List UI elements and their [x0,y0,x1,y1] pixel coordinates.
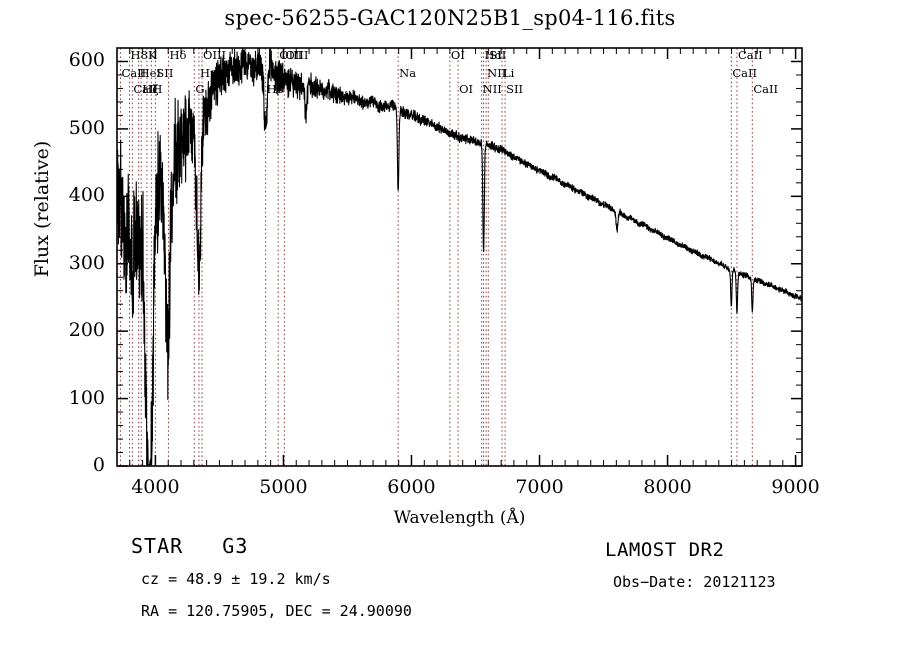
spectral-class: G3 [222,534,249,558]
x-tick-label: 7000 [515,476,564,498]
line-label-hζ: Hζ [142,82,159,96]
line-label-hγ: Hγ [199,66,217,80]
y-tick-label: 300 [68,251,105,274]
line-label-caii: CaII [732,66,758,80]
line-label-nii: NII [487,66,507,80]
axis-frame [116,47,803,467]
line-label-nii: NII [482,82,502,96]
line-label-k: K [147,48,157,62]
spectrum-trace [116,47,803,466]
line-label-h: H [152,82,163,96]
line-label-h8: H8 [130,48,148,62]
line-label-caii: CaII [121,66,147,80]
x-tick-label: 8000 [643,476,692,498]
line-label-li: Li [503,66,515,80]
footer-cz: cz = 48.9 ± 19.2 km/s [141,570,331,588]
line-label-caii: CaII [753,82,779,96]
line-label-oi: OI [459,82,474,96]
line-label-oi: OI [450,48,465,62]
y-tick-label: 400 [68,184,105,207]
footer-survey: LAMOST DR2 [605,539,725,561]
y-tick-label: 500 [68,116,105,139]
line-label-hβ: Hβ [266,82,284,96]
footer-coords: RA = 120.75905, DEC = 24.90090 [141,602,412,620]
line-label-sii: SII [156,66,174,80]
line-label-oiii: OIII [285,48,309,62]
line-label-sii: SII [489,48,507,62]
line-label-hei: HeI [139,66,162,80]
line-label-na: Na [399,66,417,80]
footer-obsdate: Obs−Date: 20121123 [613,573,776,591]
y-tick-label: 100 [68,386,105,409]
footer-object-class: STAR G3 [131,534,248,558]
x-axis-label: Wavelength (Å) [393,508,526,528]
x-tick-label: 6000 [387,476,436,498]
y-tick-label: 600 [68,49,105,72]
line-label-hδ: Hδ [169,48,187,62]
x-tick-label: 5000 [259,476,308,498]
line-label-oiii: OIII [203,48,227,62]
line-label-sii: SII [506,82,524,96]
line-label-hα: Hα [484,48,503,62]
line-label-g: G [195,82,205,96]
line-label-oiii: OIII [279,48,303,62]
x-tick-label: 9000 [771,476,820,498]
line-label-caii: CaII [737,48,763,62]
x-tick-label: 4000 [131,476,180,498]
line-marker-group [119,48,753,466]
y-tick-label: 200 [68,319,105,342]
y-tick-label: 0 [92,454,105,476]
line-label-caii: CaII [133,82,159,96]
page-title: spec-56255-GAC120N25B1_sp04-116.fits [224,6,676,30]
object-type: STAR [131,534,184,558]
